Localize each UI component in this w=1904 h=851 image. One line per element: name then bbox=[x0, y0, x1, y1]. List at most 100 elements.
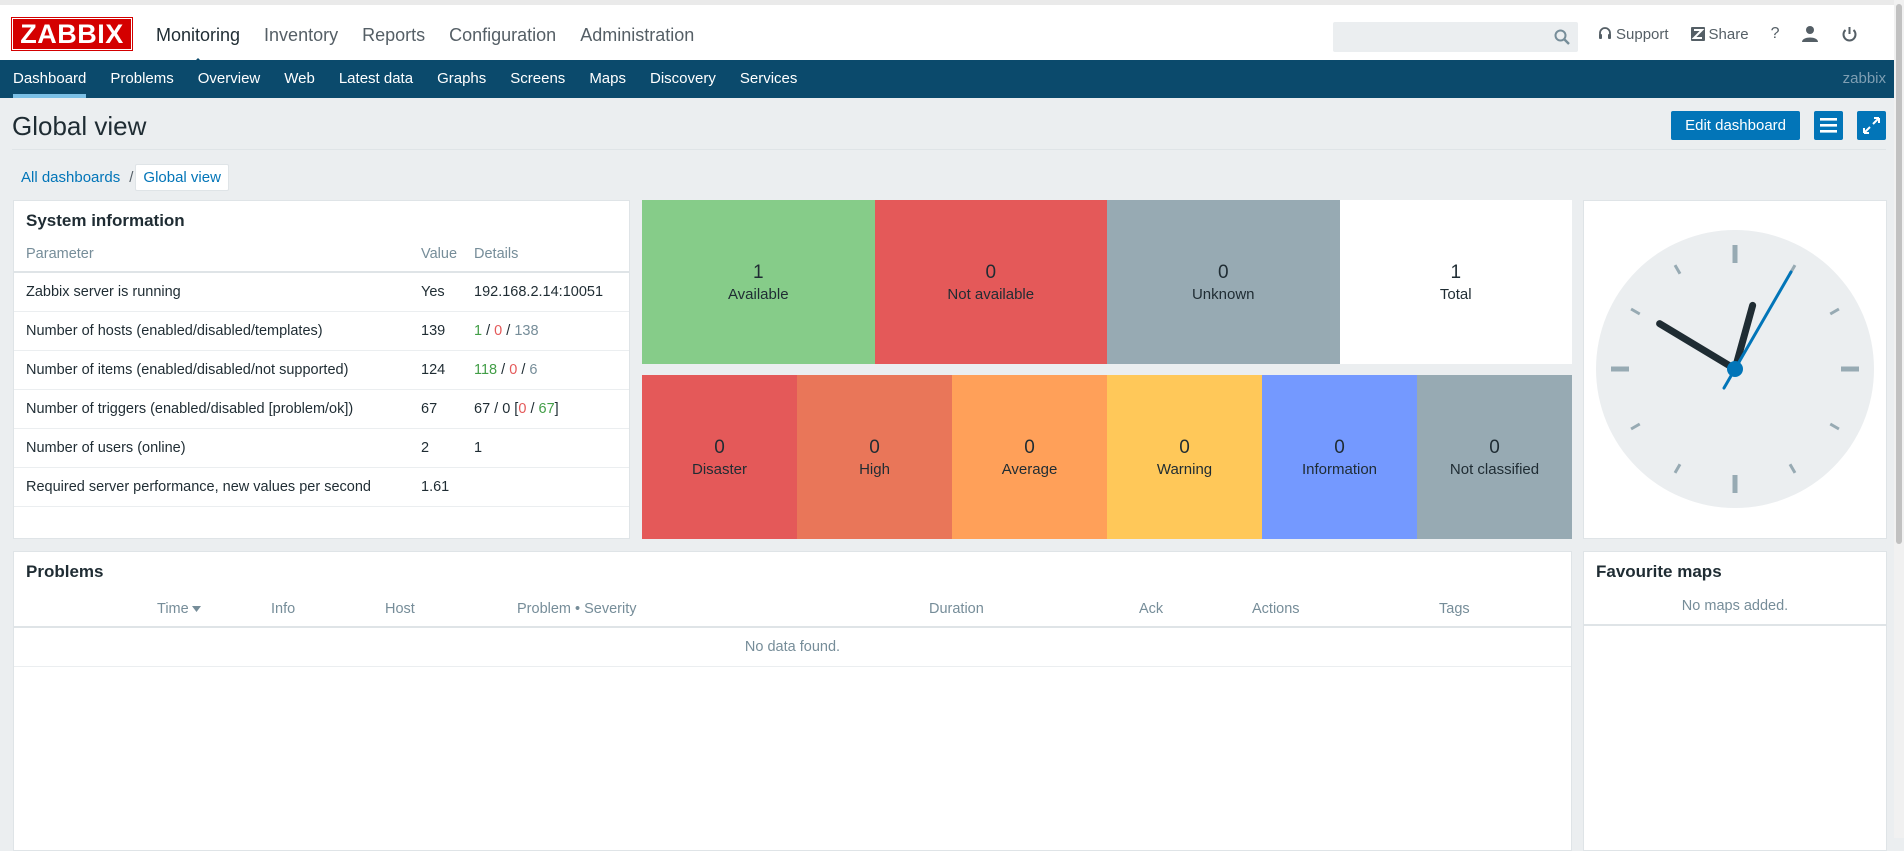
column-header-duration: Duration bbox=[929, 592, 1139, 628]
help-icon: ? bbox=[1770, 25, 1780, 42]
details-cell: 192.168.2.14:10051 bbox=[463, 272, 629, 312]
table-row: Number of hosts (enabled/disabled/templa… bbox=[14, 311, 629, 351]
problems-by-severity-widget: 0 Disaster 0 High 0 Average 0 Warning 0 … bbox=[642, 375, 1572, 539]
subnav-problems[interactable]: Problems bbox=[110, 70, 174, 87]
clock-tick bbox=[1673, 264, 1682, 275]
page-scrollbar[interactable] bbox=[1894, 0, 1904, 838]
scrollbar-thumb[interactable] bbox=[1896, 4, 1902, 544]
clock-tick bbox=[1630, 422, 1641, 431]
headset-icon bbox=[1599, 27, 1611, 39]
table-row: Required server performance, new values … bbox=[14, 467, 629, 507]
subnav-services[interactable]: Services bbox=[739, 70, 798, 87]
subnav-screens[interactable]: Screens bbox=[510, 70, 566, 87]
menu-configuration[interactable]: Configuration bbox=[449, 25, 557, 45]
support-link[interactable]: Support bbox=[1598, 26, 1669, 43]
share-icon bbox=[1690, 27, 1705, 41]
label: Not classified bbox=[1449, 460, 1540, 478]
availability-total[interactable]: 1 Total bbox=[1339, 200, 1572, 364]
logout-link[interactable] bbox=[1841, 26, 1858, 43]
edit-dashboard-button[interactable]: Edit dashboard bbox=[1671, 111, 1800, 140]
subnav-latest-data[interactable]: Latest data bbox=[338, 70, 414, 87]
subnav-discovery[interactable]: Discovery bbox=[650, 70, 716, 87]
separator: / bbox=[482, 323, 495, 339]
severity-warning[interactable]: 0 Warning bbox=[1107, 375, 1262, 539]
value-cell: 2 bbox=[421, 428, 463, 468]
separator: / bbox=[517, 362, 530, 378]
count: 0 bbox=[1179, 436, 1190, 458]
subnav-overview[interactable]: Overview bbox=[197, 70, 261, 87]
zabbix-logo[interactable]: ZABBIX bbox=[12, 18, 132, 50]
subnav-maps[interactable]: Maps bbox=[589, 70, 626, 87]
power-icon bbox=[1843, 26, 1857, 41]
subnav-graphs[interactable]: Graphs bbox=[437, 70, 487, 87]
breadcrumb-global-view[interactable]: Global view bbox=[135, 164, 229, 191]
column-header-problem-severity[interactable]: Problem • Severity bbox=[517, 592, 929, 628]
label: Information bbox=[1301, 460, 1378, 478]
menu-reports[interactable]: Reports bbox=[362, 25, 426, 45]
clock-tick bbox=[1788, 463, 1797, 474]
fullscreen-button[interactable] bbox=[1857, 111, 1886, 140]
share-link[interactable]: Share bbox=[1690, 25, 1749, 43]
param-cell: Zabbix server is running bbox=[14, 272, 421, 312]
clock-tick bbox=[1673, 463, 1682, 474]
share-label: Share bbox=[1708, 25, 1749, 43]
clock-tick bbox=[1829, 307, 1840, 316]
availability-not-available[interactable]: 0 Not available bbox=[874, 200, 1107, 364]
subnav-dashboard[interactable]: Dashboard bbox=[0, 60, 98, 98]
column-header-time[interactable]: Time bbox=[157, 592, 271, 628]
breadcrumb-all-dashboards[interactable]: All dashboards bbox=[21, 169, 121, 186]
subnav-web[interactable]: Web bbox=[284, 70, 315, 87]
search-input[interactable] bbox=[1333, 22, 1578, 52]
menu-administration[interactable]: Administration bbox=[580, 25, 695, 45]
separator: / bbox=[502, 323, 515, 339]
widget-title: System information bbox=[26, 211, 185, 230]
value-cell: 67 bbox=[421, 389, 463, 429]
severity-not-classified[interactable]: 0 Not classified bbox=[1417, 375, 1572, 539]
system-info-table: Parameter Value Details Zabbix server is… bbox=[14, 237, 629, 507]
severity-average[interactable]: 0 Average bbox=[952, 375, 1107, 539]
availability-unknown[interactable]: 0 Unknown bbox=[1107, 200, 1340, 364]
menu-monitoring[interactable]: Monitoring bbox=[144, 13, 252, 65]
host-availability-widget: 1 Available 0 Not available 0 Unknown 1 … bbox=[642, 200, 1572, 364]
header-actions: Edit dashboard bbox=[1671, 111, 1886, 140]
enabled-count: 118 bbox=[474, 362, 498, 378]
value-cell: 139 bbox=[421, 311, 463, 351]
header-divider bbox=[12, 149, 1886, 150]
severity-information[interactable]: 0 Information bbox=[1262, 375, 1417, 539]
fullscreen-icon bbox=[1863, 117, 1880, 134]
table-header-row: Parameter Value Details bbox=[14, 237, 629, 273]
details-cell: 118 / 0 / 6 bbox=[463, 350, 629, 390]
ok-count: 67 bbox=[538, 401, 555, 417]
table-row: Number of users (online) 2 1 bbox=[14, 428, 629, 468]
disabled-count: 0 bbox=[509, 362, 518, 378]
severity-disaster[interactable]: 0 Disaster bbox=[642, 375, 797, 539]
clock-ticks bbox=[1611, 245, 1859, 493]
clock-center bbox=[1727, 361, 1743, 377]
count: 0 bbox=[1334, 436, 1345, 458]
count: 0 bbox=[1217, 261, 1229, 283]
label: Disaster bbox=[691, 460, 747, 478]
clock-tick bbox=[1829, 422, 1840, 431]
hamburger-icon bbox=[1820, 118, 1837, 133]
table-row: No data found. bbox=[14, 627, 1571, 667]
column-header-host[interactable]: Host bbox=[385, 592, 517, 628]
user-profile-link[interactable] bbox=[1801, 25, 1819, 43]
menu-inventory[interactable]: Inventory bbox=[264, 25, 339, 45]
value-cell: 124 bbox=[421, 350, 463, 390]
problems-table: Time Info Host Problem • Severity Durati… bbox=[14, 592, 1571, 667]
search-icon[interactable] bbox=[1553, 28, 1571, 46]
label: Warning bbox=[1156, 460, 1213, 478]
empty-message: No maps added. bbox=[1584, 588, 1886, 626]
system-information-widget: System information Parameter Value Detai… bbox=[13, 200, 630, 539]
severity-high[interactable]: 0 High bbox=[797, 375, 952, 539]
count: 0 bbox=[1489, 436, 1500, 458]
action-menu-button[interactable] bbox=[1814, 111, 1843, 140]
label: High bbox=[859, 460, 890, 478]
templates-count: 138 bbox=[514, 323, 539, 339]
help-link[interactable]: ? bbox=[1771, 25, 1780, 43]
count: 1 bbox=[1450, 261, 1462, 283]
availability-available[interactable]: 1 Available bbox=[642, 200, 875, 364]
table-row: Number of triggers (enabled/disabled [pr… bbox=[14, 389, 629, 429]
not-supported-count: 6 bbox=[529, 362, 538, 378]
label: Total bbox=[1439, 285, 1472, 303]
